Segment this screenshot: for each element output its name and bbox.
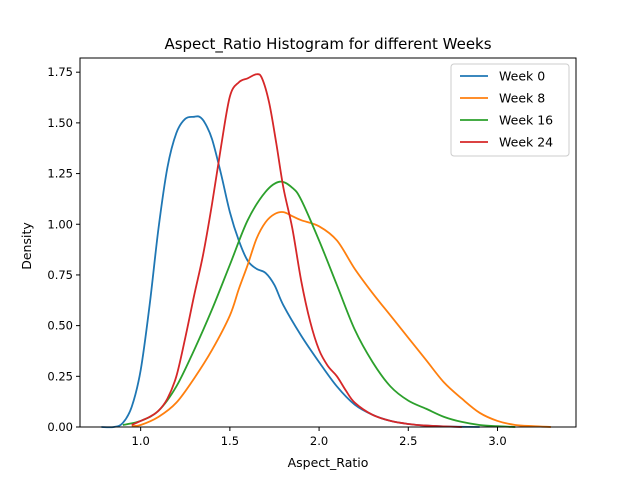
legend-box [450, 63, 570, 157]
x-tick-label: 3.0 [488, 434, 506, 448]
x-tick-label: 2.0 [310, 434, 328, 448]
y-tick-label: 1.25 [47, 167, 73, 181]
y-axis: 0.00 0.25 0.50 0.75 1.00 1.25 1.50 1.75 [47, 65, 80, 434]
x-tick-label: 1.5 [221, 434, 239, 448]
chart-title: Aspect_Ratio Histogram for different Wee… [164, 35, 491, 54]
y-tick-label: 1.00 [47, 217, 73, 231]
legend-label: Week 24 [499, 135, 553, 150]
series-line-week-24 [131, 73, 462, 428]
y-tick-label: 0.50 [47, 319, 73, 333]
y-tick-label: 0.25 [47, 369, 73, 383]
x-axis: 1.0 1.5 2.0 2.5 3.0 [132, 427, 507, 448]
x-tick-label: 1.0 [132, 434, 150, 448]
series-line-week-8 [131, 211, 552, 428]
y-tick-label: 1.50 [47, 116, 73, 130]
legend-label: Week 0 [499, 69, 545, 84]
x-tick-label: 2.5 [399, 434, 417, 448]
y-tick-label: 0.00 [47, 420, 73, 434]
plot-frame [79, 57, 577, 428]
legend-label: Week 8 [499, 91, 545, 106]
legend-label: Week 16 [499, 113, 553, 128]
y-axis-label: Density [19, 222, 34, 270]
x-axis-label: Aspect_Ratio [288, 455, 369, 470]
legend: Week 0 Week 8 Week 16 Week 24 [450, 63, 570, 157]
y-tick-label: 1.75 [47, 65, 73, 79]
series-line-week-16 [122, 180, 516, 428]
y-tick-label: 0.75 [47, 268, 73, 282]
